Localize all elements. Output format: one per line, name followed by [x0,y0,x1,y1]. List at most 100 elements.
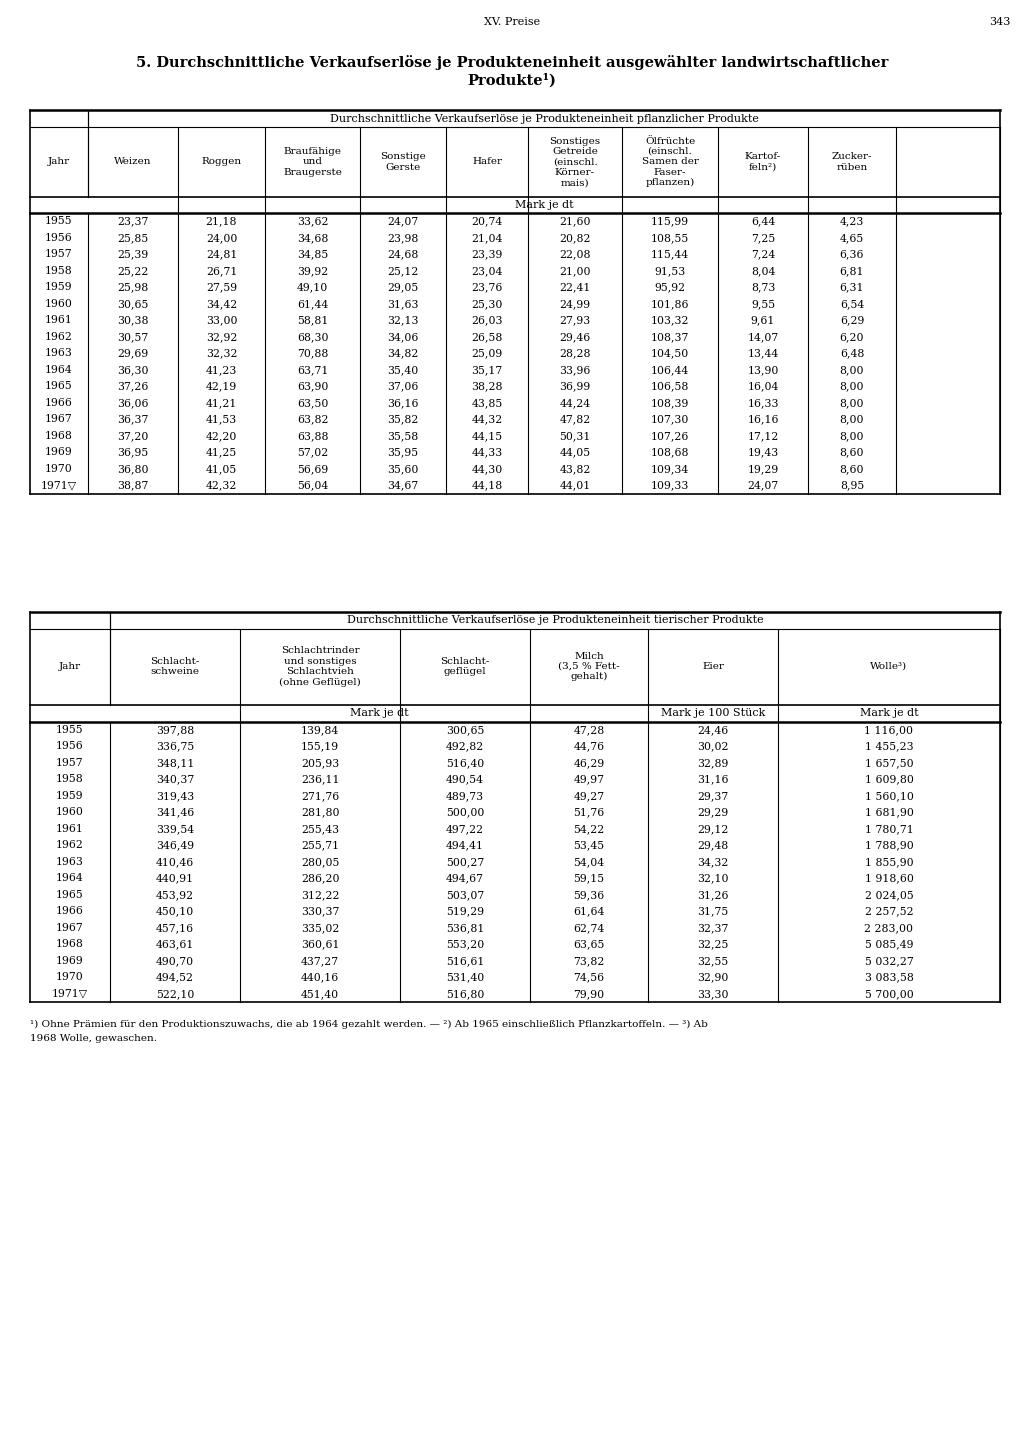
Text: 1964: 1964 [56,874,84,884]
Text: 109,33: 109,33 [651,480,689,490]
Text: 1970: 1970 [56,972,84,982]
Text: 115,99: 115,99 [651,216,689,226]
Text: 49,27: 49,27 [573,790,604,800]
Text: 1964: 1964 [45,365,73,375]
Text: 1955: 1955 [56,725,84,735]
Text: 42,32: 42,32 [206,480,238,490]
Text: 30,65: 30,65 [118,299,148,309]
Text: 25,22: 25,22 [118,266,148,276]
Text: Mark je 100 Stück: Mark je 100 Stück [660,707,765,717]
Text: 32,90: 32,90 [697,972,729,982]
Text: 43,82: 43,82 [559,464,591,474]
Text: 494,52: 494,52 [156,972,194,982]
Text: 340,37: 340,37 [156,775,195,785]
Text: Sonstiges
Getreide
(einschl.
Körner-
mais): Sonstiges Getreide (einschl. Körner- mai… [550,136,600,188]
Text: Eier: Eier [702,662,724,672]
Text: 6,44: 6,44 [751,216,775,226]
Text: 6,54: 6,54 [840,299,864,309]
Text: 36,95: 36,95 [118,447,148,457]
Text: 73,82: 73,82 [573,955,605,965]
Text: Sonstige
Gerste: Sonstige Gerste [380,152,426,172]
Text: 32,55: 32,55 [697,955,729,965]
Text: 553,20: 553,20 [445,939,484,949]
Text: 29,48: 29,48 [697,841,729,851]
Text: 397,88: 397,88 [156,725,195,735]
Text: Durchschnittliche Verkaufserlöse je Produkteneinheit tierischer Produkte: Durchschnittliche Verkaufserlöse je Prod… [347,614,763,624]
Text: 34,42: 34,42 [206,299,238,309]
Text: 1 609,80: 1 609,80 [864,775,913,785]
Text: 35,17: 35,17 [471,365,503,375]
Text: 16,16: 16,16 [748,414,778,424]
Text: 1956: 1956 [56,742,84,752]
Text: 33,00: 33,00 [206,315,238,325]
Text: 56,69: 56,69 [297,464,328,474]
Text: 343: 343 [989,17,1011,27]
Text: 63,50: 63,50 [297,398,328,408]
Text: 7,24: 7,24 [751,249,775,259]
Text: 29,05: 29,05 [387,282,419,292]
Text: 24,07: 24,07 [748,480,778,490]
Text: 31,75: 31,75 [697,906,729,916]
Text: 286,20: 286,20 [301,874,339,884]
Text: 30,57: 30,57 [118,332,148,342]
Text: 1968 Wolle, gewaschen.: 1968 Wolle, gewaschen. [30,1034,157,1042]
Text: 44,32: 44,32 [471,414,503,424]
Text: 38,87: 38,87 [118,480,148,490]
Text: 255,71: 255,71 [301,841,339,851]
Text: 42,20: 42,20 [206,431,238,441]
Text: 36,06: 36,06 [118,398,148,408]
Text: 54,04: 54,04 [573,856,604,866]
Text: 115,44: 115,44 [651,249,689,259]
Text: 341,46: 341,46 [156,808,195,818]
Text: 1971▽: 1971▽ [41,480,77,490]
Text: Mark je dt: Mark je dt [515,200,573,211]
Text: 8,60: 8,60 [840,464,864,474]
Text: 23,37: 23,37 [118,216,148,226]
Text: 59,36: 59,36 [573,889,604,899]
Text: 1963: 1963 [56,856,84,866]
Text: 26,71: 26,71 [206,266,238,276]
Text: 42,19: 42,19 [206,381,238,391]
Text: 34,68: 34,68 [297,233,328,243]
Text: 2 283,00: 2 283,00 [864,922,913,932]
Text: 1960: 1960 [56,808,84,818]
Text: 25,98: 25,98 [118,282,148,292]
Text: 34,32: 34,32 [697,856,729,866]
Text: 1957: 1957 [45,249,73,259]
Text: 1966: 1966 [45,398,73,408]
Text: 101,86: 101,86 [650,299,689,309]
Text: 63,71: 63,71 [297,365,328,375]
Text: 1 455,23: 1 455,23 [864,742,913,752]
Text: 106,58: 106,58 [651,381,689,391]
Text: 1961: 1961 [56,823,84,833]
Text: Milch
(3,5 % Fett-
gehalt): Milch (3,5 % Fett- gehalt) [558,652,620,682]
Text: 281,80: 281,80 [301,808,339,818]
Text: 6,29: 6,29 [840,315,864,325]
Text: 63,65: 63,65 [573,939,605,949]
Text: 300,65: 300,65 [445,725,484,735]
Text: 44,15: 44,15 [471,431,503,441]
Text: 29,37: 29,37 [697,790,729,800]
Text: 23,98: 23,98 [387,233,419,243]
Text: 34,06: 34,06 [387,332,419,342]
Text: 63,82: 63,82 [297,414,329,424]
Text: 335,02: 335,02 [301,922,339,932]
Text: 7,25: 7,25 [751,233,775,243]
Text: 2 257,52: 2 257,52 [864,906,913,916]
Text: 4,23: 4,23 [840,216,864,226]
Text: 21,18: 21,18 [206,216,238,226]
Text: 1955: 1955 [45,216,73,226]
Text: 1958: 1958 [56,775,84,785]
Text: 9,61: 9,61 [751,315,775,325]
Text: 336,75: 336,75 [156,742,195,752]
Text: Hafer: Hafer [472,158,502,166]
Text: 5 700,00: 5 700,00 [864,988,913,998]
Text: 109,34: 109,34 [651,464,689,474]
Text: Weizen: Weizen [115,158,152,166]
Text: 1 788,90: 1 788,90 [864,841,913,851]
Text: 6,48: 6,48 [840,348,864,358]
Text: 1 780,71: 1 780,71 [864,823,913,833]
Text: 2 024,05: 2 024,05 [864,889,913,899]
Text: 108,55: 108,55 [651,233,689,243]
Text: 44,01: 44,01 [559,480,591,490]
